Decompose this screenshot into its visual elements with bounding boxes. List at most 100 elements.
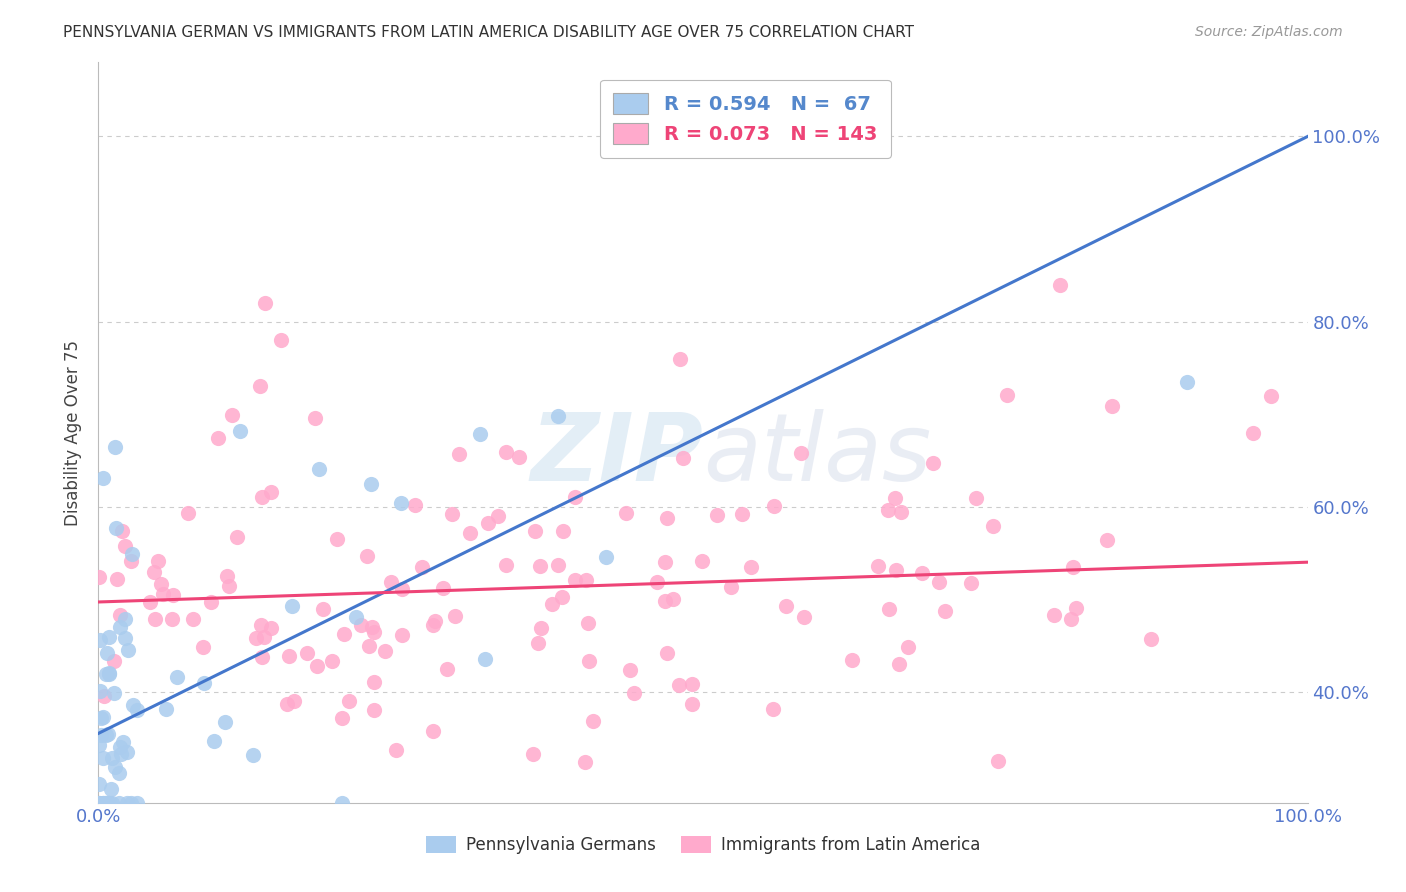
Point	[1175, 376, 1198, 390]
Point	[529, 559, 551, 574]
Point	[495, 558, 517, 573]
Point	[356, 549, 378, 563]
Point	[98, 630, 121, 644]
Point	[681, 697, 703, 711]
Point	[91, 710, 114, 724]
Point	[90, 728, 112, 742]
Point	[97, 796, 120, 810]
Point	[655, 511, 678, 525]
Point	[1042, 608, 1064, 623]
Point	[162, 612, 184, 626]
Point	[762, 499, 785, 513]
Point	[87, 570, 110, 584]
Point	[142, 565, 165, 579]
Point	[564, 574, 586, 588]
Point	[110, 747, 132, 762]
Point	[270, 333, 292, 347]
Text: ZIP: ZIP	[530, 409, 703, 500]
Point	[681, 677, 703, 691]
Point	[281, 599, 304, 614]
Point	[619, 663, 641, 677]
Point	[108, 796, 131, 810]
Point	[1049, 277, 1071, 292]
Point	[363, 625, 385, 640]
Point	[214, 714, 236, 729]
Point	[87, 738, 110, 752]
Point	[350, 617, 373, 632]
Point	[1101, 399, 1123, 413]
Point	[166, 670, 188, 684]
Point	[661, 592, 683, 607]
Point	[575, 573, 598, 587]
Point	[645, 575, 668, 590]
Point	[252, 631, 274, 645]
Point	[308, 462, 330, 476]
Point	[468, 427, 491, 442]
Point	[304, 410, 326, 425]
Point	[890, 505, 912, 519]
Point	[1062, 559, 1084, 574]
Point	[202, 734, 225, 748]
Point	[959, 576, 981, 591]
Point	[217, 569, 239, 583]
Point	[432, 581, 454, 595]
Y-axis label: Disability Age Over 75: Disability Age Over 75	[65, 340, 83, 525]
Point	[527, 636, 550, 650]
Point	[363, 675, 385, 690]
Point	[486, 508, 509, 523]
Point	[330, 796, 353, 810]
Point	[333, 627, 356, 641]
Point	[91, 796, 114, 810]
Point	[283, 694, 305, 708]
Point	[108, 766, 131, 780]
Point	[101, 751, 124, 765]
Point	[120, 796, 142, 810]
Point	[404, 498, 426, 512]
Point	[152, 587, 174, 601]
Point	[981, 518, 1004, 533]
Point	[790, 446, 813, 460]
Point	[260, 621, 283, 635]
Point	[193, 676, 215, 690]
Point	[93, 689, 115, 703]
Point	[547, 558, 569, 573]
Point	[897, 640, 920, 655]
Point	[574, 755, 596, 769]
Point	[114, 631, 136, 645]
Point	[91, 751, 114, 765]
Point	[357, 639, 380, 653]
Point	[249, 379, 271, 393]
Point	[149, 577, 172, 591]
Point	[422, 618, 444, 632]
Point	[423, 615, 446, 629]
Point	[889, 657, 911, 672]
Point	[934, 604, 956, 618]
Point	[389, 496, 412, 510]
Point	[911, 566, 934, 581]
Point	[363, 703, 385, 717]
Point	[447, 447, 470, 461]
Point	[884, 491, 907, 505]
Point	[89, 633, 111, 648]
Point	[654, 593, 676, 607]
Point	[253, 296, 276, 310]
Text: Source: ZipAtlas.com: Source: ZipAtlas.com	[1195, 25, 1343, 39]
Point	[987, 754, 1010, 768]
Point	[337, 694, 360, 708]
Point	[690, 554, 713, 568]
Point	[793, 610, 815, 624]
Point	[474, 652, 496, 666]
Point	[884, 563, 907, 577]
Point	[249, 618, 271, 632]
Point	[326, 532, 349, 546]
Point	[97, 666, 120, 681]
Point	[91, 471, 114, 485]
Point	[578, 654, 600, 668]
Legend: Pennsylvania Germans, Immigrants from Latin America: Pennsylvania Germans, Immigrants from La…	[419, 830, 987, 861]
Point	[114, 612, 136, 626]
Point	[94, 666, 117, 681]
Point	[104, 760, 127, 774]
Point	[495, 445, 517, 459]
Point	[551, 590, 574, 604]
Text: PENNSYLVANIA GERMAN VS IMMIGRANTS FROM LATIN AMERICA DISABILITY AGE OVER 75 CORR: PENNSYLVANIA GERMAN VS IMMIGRANTS FROM L…	[63, 25, 914, 40]
